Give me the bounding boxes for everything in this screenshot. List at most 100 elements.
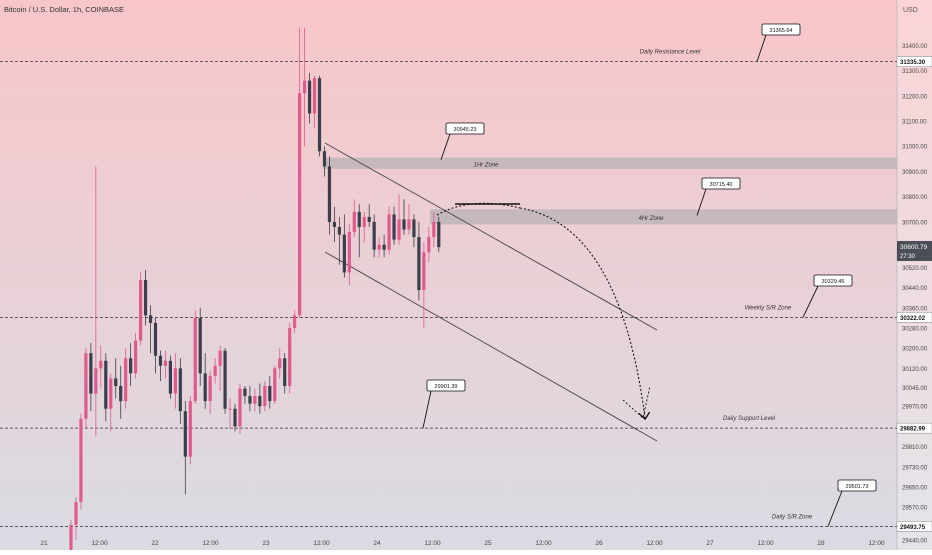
candle[interactable] bbox=[104, 353, 108, 422]
current-price-badge[interactable] bbox=[897, 240, 932, 261]
candle[interactable] bbox=[342, 214, 346, 278]
candle[interactable] bbox=[402, 199, 406, 235]
candle[interactable] bbox=[89, 343, 93, 412]
candle[interactable] bbox=[94, 166, 98, 437]
candle[interactable] bbox=[143, 269, 148, 326]
price-axis[interactable]: 31400.00 31300.00 31200.00 31100.00 31000.00… bbox=[902, 44, 928, 545]
candle[interactable] bbox=[387, 206, 391, 255]
candle[interactable] bbox=[138, 272, 143, 346]
candle[interactable] bbox=[307, 73, 312, 124]
candle[interactable] bbox=[79, 413, 83, 510]
candle[interactable] bbox=[99, 345, 103, 389]
callout-box-zone-1hr[interactable] bbox=[445, 122, 485, 135]
candle[interactable] bbox=[178, 358, 182, 424]
callout-box-dailysr[interactable] bbox=[837, 479, 877, 492]
candle[interactable] bbox=[263, 380, 267, 412]
zone-1hr[interactable] bbox=[323, 157, 897, 169]
channel-upper-line[interactable] bbox=[324, 142, 658, 331]
candle[interactable] bbox=[228, 398, 232, 429]
candle[interactable] bbox=[168, 355, 172, 399]
candle[interactable] bbox=[223, 348, 227, 414]
candle[interactable] bbox=[382, 234, 386, 258]
time-tick: 25 bbox=[484, 540, 492, 547]
candle[interactable] bbox=[203, 353, 207, 409]
candle[interactable] bbox=[283, 353, 287, 394]
candle[interactable] bbox=[238, 383, 242, 434]
candle[interactable] bbox=[427, 227, 431, 263]
candle[interactable] bbox=[193, 310, 197, 404]
time-tick: 12:00 bbox=[313, 540, 330, 547]
current-price-value: 30600.79 bbox=[900, 244, 927, 251]
candle[interactable] bbox=[188, 396, 192, 465]
candle[interactable] bbox=[392, 206, 396, 245]
candle[interactable] bbox=[367, 204, 371, 227]
axis-badge-value-weekly: 30322.02 bbox=[900, 316, 926, 322]
candle[interactable] bbox=[327, 156, 332, 235]
candle[interactable] bbox=[183, 401, 187, 495]
candle[interactable] bbox=[258, 383, 262, 414]
candle[interactable] bbox=[158, 350, 163, 381]
candle[interactable] bbox=[302, 27, 307, 147]
candle[interactable] bbox=[332, 206, 337, 243]
candle[interactable] bbox=[432, 211, 436, 248]
candle[interactable] bbox=[253, 388, 257, 412]
candle[interactable] bbox=[362, 211, 366, 243]
candle-body bbox=[158, 355, 163, 366]
candle[interactable] bbox=[288, 322, 292, 394]
candle[interactable] bbox=[357, 204, 361, 258]
candle[interactable] bbox=[248, 386, 252, 412]
candle[interactable] bbox=[407, 204, 411, 235]
candle[interactable] bbox=[243, 386, 247, 404]
candle[interactable] bbox=[119, 365, 123, 419]
candle[interactable] bbox=[437, 216, 441, 253]
candle[interactable] bbox=[417, 221, 421, 301]
candle[interactable] bbox=[312, 75, 317, 129]
candle[interactable] bbox=[74, 497, 78, 540]
candle-body bbox=[288, 327, 292, 386]
candle[interactable] bbox=[213, 358, 217, 384]
candle-body bbox=[387, 214, 391, 250]
candle[interactable] bbox=[352, 199, 356, 238]
candle[interactable] bbox=[109, 373, 113, 432]
candle[interactable] bbox=[124, 348, 128, 409]
candle[interactable] bbox=[317, 75, 322, 157]
candle[interactable] bbox=[134, 333, 138, 379]
candle[interactable] bbox=[148, 305, 153, 354]
candle[interactable] bbox=[412, 214, 416, 248]
callout-box-zone-4hr[interactable] bbox=[701, 177, 741, 190]
candle[interactable] bbox=[69, 519, 73, 555]
candle-body bbox=[317, 78, 322, 152]
candle[interactable] bbox=[377, 237, 381, 258]
axis-badge-dailysr bbox=[896, 521, 932, 532]
candle[interactable] bbox=[273, 365, 277, 404]
candle[interactable] bbox=[337, 216, 341, 265]
callout-box-weekly[interactable] bbox=[813, 274, 853, 287]
candle[interactable] bbox=[347, 224, 351, 286]
candle[interactable] bbox=[233, 403, 237, 432]
time-tick: 12:00 bbox=[202, 540, 219, 547]
candle[interactable] bbox=[218, 345, 222, 392]
callout-box-support[interactable] bbox=[426, 379, 466, 392]
candle[interactable] bbox=[173, 353, 177, 409]
candle[interactable] bbox=[198, 307, 202, 386]
time-axis[interactable]: 21 12:00 22 12:00 23 12:00 24 12:00 25 12:00 26 12:… bbox=[40, 540, 885, 547]
candle[interactable] bbox=[129, 343, 133, 386]
candle[interactable] bbox=[422, 242, 426, 328]
candle[interactable] bbox=[114, 358, 118, 399]
projection-arrow-path[interactable] bbox=[519, 207, 645, 418]
candle[interactable] bbox=[84, 348, 88, 429]
channel-lower-line[interactable] bbox=[324, 251, 658, 442]
candle[interactable] bbox=[268, 375, 272, 409]
candle[interactable] bbox=[298, 27, 302, 318]
candle[interactable] bbox=[153, 317, 158, 374]
candle[interactable] bbox=[208, 370, 212, 414]
candle[interactable] bbox=[278, 348, 282, 379]
candle[interactable] bbox=[322, 146, 327, 177]
zone-4hr[interactable] bbox=[430, 209, 897, 225]
candle[interactable] bbox=[397, 194, 401, 245]
callout-box-resistance[interactable] bbox=[761, 23, 801, 36]
candle[interactable] bbox=[163, 350, 168, 379]
candle[interactable] bbox=[372, 214, 376, 258]
candle[interactable] bbox=[293, 310, 297, 333]
